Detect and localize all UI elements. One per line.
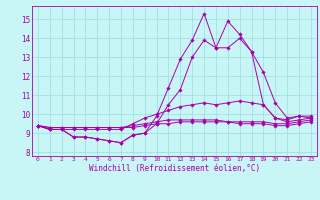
X-axis label: Windchill (Refroidissement éolien,°C): Windchill (Refroidissement éolien,°C): [89, 164, 260, 173]
